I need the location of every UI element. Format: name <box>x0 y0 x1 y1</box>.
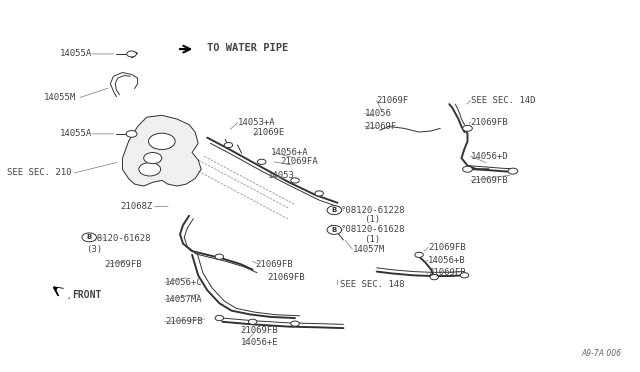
Circle shape <box>215 315 223 321</box>
Text: 21069FB: 21069FB <box>255 260 293 269</box>
Text: 14056+C: 14056+C <box>165 278 202 287</box>
Text: SEE SEC. 210: SEE SEC. 210 <box>6 169 71 177</box>
Text: °08120-61628: °08120-61628 <box>340 225 405 234</box>
Circle shape <box>248 319 257 324</box>
Circle shape <box>460 273 468 278</box>
Circle shape <box>463 166 472 172</box>
Text: 21069FB: 21069FB <box>470 118 508 126</box>
Text: 14057M: 14057M <box>353 245 385 254</box>
Text: FRONT: FRONT <box>72 290 102 299</box>
Text: 21068Z: 21068Z <box>120 202 153 211</box>
Text: 21069FB: 21069FB <box>428 243 466 252</box>
Text: B: B <box>332 227 337 233</box>
Text: 21069FB: 21069FB <box>268 273 305 282</box>
Circle shape <box>463 125 472 131</box>
Text: SEE SEC. 148: SEE SEC. 148 <box>340 280 405 289</box>
Text: 21069FB: 21069FB <box>104 260 142 269</box>
Text: 14056+B: 14056+B <box>428 256 466 265</box>
Text: 14056+A: 14056+A <box>271 148 308 157</box>
Text: B: B <box>86 234 92 240</box>
Circle shape <box>139 163 161 176</box>
Text: 21069FB: 21069FB <box>470 176 508 185</box>
Text: B: B <box>332 207 337 213</box>
Text: 21069F: 21069F <box>365 122 397 131</box>
Text: 14055M: 14055M <box>44 93 76 102</box>
Circle shape <box>315 191 323 196</box>
Text: 14057MA: 14057MA <box>165 295 202 304</box>
Circle shape <box>127 51 136 57</box>
Circle shape <box>415 252 423 257</box>
Text: 14056: 14056 <box>365 109 392 118</box>
Circle shape <box>144 153 162 164</box>
Text: 21069F: 21069F <box>377 96 409 105</box>
Polygon shape <box>122 115 201 186</box>
Text: (3): (3) <box>86 245 102 254</box>
Text: 14053: 14053 <box>268 171 294 180</box>
Circle shape <box>330 226 339 231</box>
Text: TO WATER PIPE: TO WATER PIPE <box>207 44 289 53</box>
Text: °08120-61228: °08120-61228 <box>340 206 405 215</box>
Text: SEE SEC. 14D: SEE SEC. 14D <box>470 96 535 105</box>
Text: 14056+D: 14056+D <box>470 152 508 161</box>
Circle shape <box>291 178 300 183</box>
Text: (1): (1) <box>365 215 381 224</box>
Text: 14053+A: 14053+A <box>237 118 275 127</box>
Text: 14056+E: 14056+E <box>241 339 278 347</box>
Text: °08120-61628: °08120-61628 <box>86 234 150 243</box>
Circle shape <box>126 131 137 137</box>
Text: (1): (1) <box>365 235 381 244</box>
Circle shape <box>327 206 342 215</box>
Text: 21069E: 21069E <box>253 128 285 137</box>
Circle shape <box>327 225 342 234</box>
Circle shape <box>430 275 438 280</box>
Circle shape <box>508 168 518 174</box>
Text: 21069FB: 21069FB <box>165 317 202 326</box>
Circle shape <box>291 321 300 326</box>
Text: A9-7A 006: A9-7A 006 <box>582 349 622 358</box>
Text: 21069FB: 21069FB <box>241 326 278 335</box>
Circle shape <box>148 133 175 150</box>
Circle shape <box>257 159 266 164</box>
Text: 21069FA: 21069FA <box>280 157 317 166</box>
Circle shape <box>224 142 233 148</box>
Circle shape <box>82 233 97 242</box>
Text: 14055A: 14055A <box>60 49 92 58</box>
Text: 21069FB: 21069FB <box>428 268 466 277</box>
Circle shape <box>215 254 223 259</box>
Text: 14055A: 14055A <box>60 129 92 138</box>
